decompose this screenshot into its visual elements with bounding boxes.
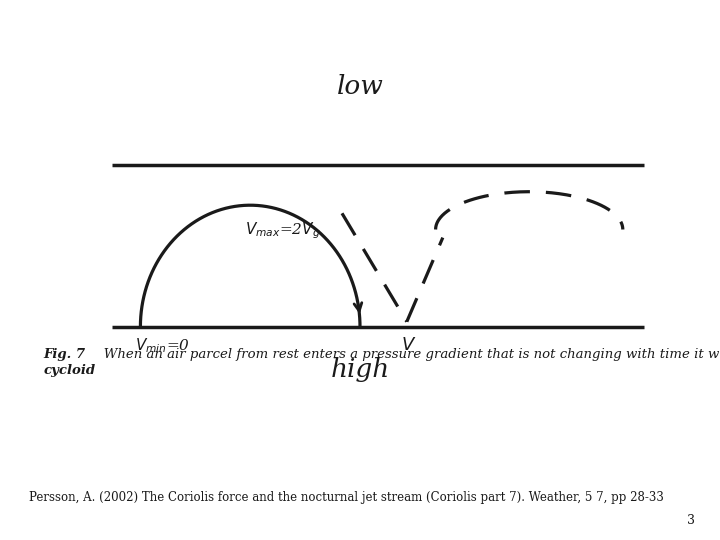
Text: cycloid: cycloid bbox=[43, 364, 95, 377]
Text: Fig. 7: Fig. 7 bbox=[43, 348, 86, 361]
Text: 3: 3 bbox=[687, 514, 695, 526]
Text: When an air parcel from rest enters a pressure gradient that is not changing wit: When an air parcel from rest enters a pr… bbox=[91, 348, 720, 361]
Text: $V_{min}$=0: $V_{min}$=0 bbox=[135, 337, 190, 355]
Text: $V_{max}$=2$V_g$: $V_{max}$=2$V_g$ bbox=[246, 220, 320, 241]
Text: low: low bbox=[336, 74, 384, 99]
Text: $V$: $V$ bbox=[401, 336, 416, 354]
Text: Persson, A. (2002) The Coriolis force and the nocturnal jet stream (Coriolis par: Persson, A. (2002) The Coriolis force an… bbox=[29, 491, 664, 504]
Text: high: high bbox=[330, 357, 390, 382]
